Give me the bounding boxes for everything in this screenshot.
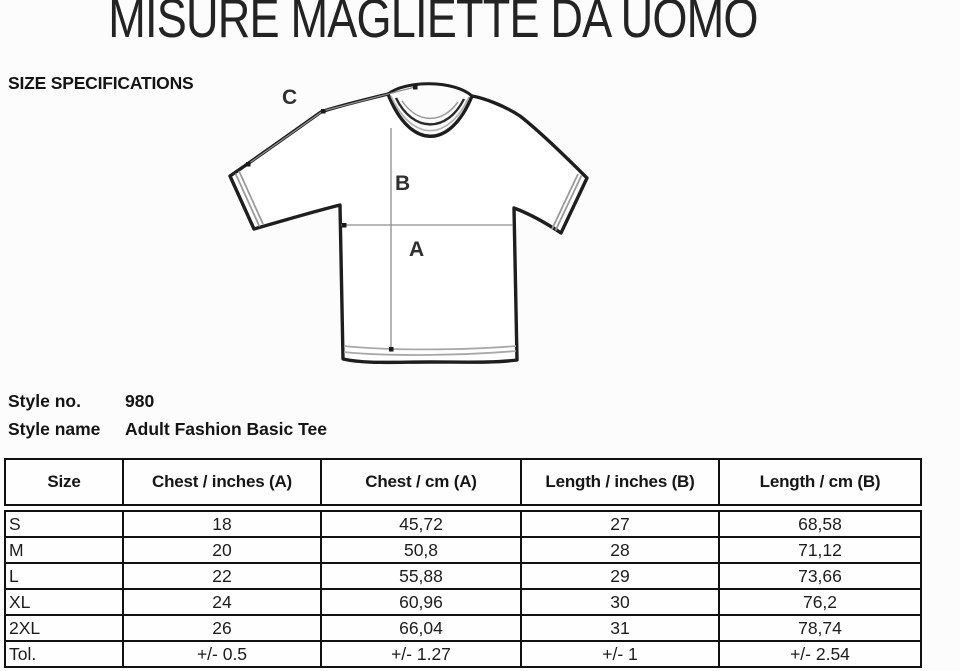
collar-back-arc bbox=[387, 82, 473, 98]
value-cell: 71,12 bbox=[718, 536, 920, 562]
value-cell: 26 bbox=[122, 614, 320, 640]
column-header-length-inches: Length / inches (B) bbox=[520, 460, 718, 504]
tshirt-outline bbox=[228, 92, 589, 365]
style-name-value: Adult Fashion Basic Tee bbox=[125, 419, 327, 439]
column-header-chest-cm: Chest / cm (A) bbox=[320, 460, 520, 504]
value-cell: 73,66 bbox=[718, 562, 920, 588]
value-cell: 55,88 bbox=[320, 562, 520, 588]
value-cell: 29 bbox=[520, 562, 718, 588]
size-cell: XL bbox=[6, 588, 122, 614]
value-cell: 31 bbox=[520, 614, 718, 640]
style-no-value: 980 bbox=[125, 391, 155, 411]
value-cell: 20 bbox=[122, 536, 320, 562]
size-cell: Tol. bbox=[6, 640, 122, 666]
value-cell: 50,8 bbox=[320, 536, 520, 562]
size-cell: S bbox=[9, 513, 21, 534]
size-cell: 2XL bbox=[6, 614, 122, 640]
value-cell: 76,2 bbox=[718, 588, 920, 614]
value-cell: +/- 0.5 bbox=[122, 640, 320, 666]
value-cell: 24 bbox=[122, 588, 320, 614]
value-cell: 27 bbox=[520, 512, 718, 536]
style-name-label: Style name bbox=[8, 419, 101, 439]
measure-label-b: B bbox=[395, 172, 410, 195]
size-cell: L bbox=[6, 562, 122, 588]
collar-ribbing-inner bbox=[394, 97, 466, 126]
style-name-row: Style name Adult Fashion Basic Tee bbox=[8, 418, 327, 446]
value-cell: 18 bbox=[122, 512, 320, 536]
value-cell: 28 bbox=[520, 536, 718, 562]
hem-band bbox=[343, 345, 517, 356]
size-specifications-label: SIZE SPECIFICATIONS bbox=[8, 73, 194, 93]
style-no-label: Style no. bbox=[8, 391, 81, 411]
value-cell: 22 bbox=[122, 562, 320, 588]
column-header-length-cm: Length / cm (B) bbox=[718, 460, 920, 504]
size-table: Size Chest / inches (A) Chest / cm (A) L… bbox=[4, 458, 922, 668]
size-cell: M bbox=[6, 536, 122, 562]
value-cell: +/- 1 bbox=[520, 640, 718, 666]
tshirt-diagram: C B A bbox=[228, 82, 589, 365]
value-cell: +/- 2.54 bbox=[718, 640, 920, 666]
value-cell: 78,74 bbox=[718, 614, 920, 640]
left-cuff-ribbing bbox=[234, 170, 264, 227]
value-cell: 60,96 bbox=[320, 588, 520, 614]
style-info: Style no. 980 Style name Adult Fashion B… bbox=[8, 390, 327, 446]
column-header-chest-inches: Chest / inches (A) bbox=[122, 460, 320, 504]
measure-endpoints bbox=[246, 85, 418, 352]
value-cell: 68,58 bbox=[718, 512, 920, 536]
measure-label-a: A bbox=[409, 238, 424, 261]
style-no-row: Style no. 980 bbox=[8, 390, 327, 418]
collar-ribbing-outer bbox=[390, 95, 470, 132]
collar-ribbing-mid bbox=[401, 100, 459, 119]
value-cell: 30 bbox=[520, 588, 718, 614]
measure-label-c: C bbox=[282, 86, 297, 109]
column-header-size: Size bbox=[47, 472, 81, 491]
value-cell: 66,04 bbox=[320, 614, 520, 640]
page-title: MISURE MAGLIETTE DA UOMO bbox=[108, 0, 758, 49]
value-cell: +/- 1.27 bbox=[320, 640, 520, 666]
value-cell: 45,72 bbox=[320, 512, 520, 536]
size-table-body: S 18 45,72 27 68,58 M 20 50,8 28 71,12 L… bbox=[4, 510, 922, 668]
right-cuff-ribbing bbox=[551, 173, 583, 231]
size-table-header: Size Chest / inches (A) Chest / cm (A) L… bbox=[4, 458, 922, 506]
